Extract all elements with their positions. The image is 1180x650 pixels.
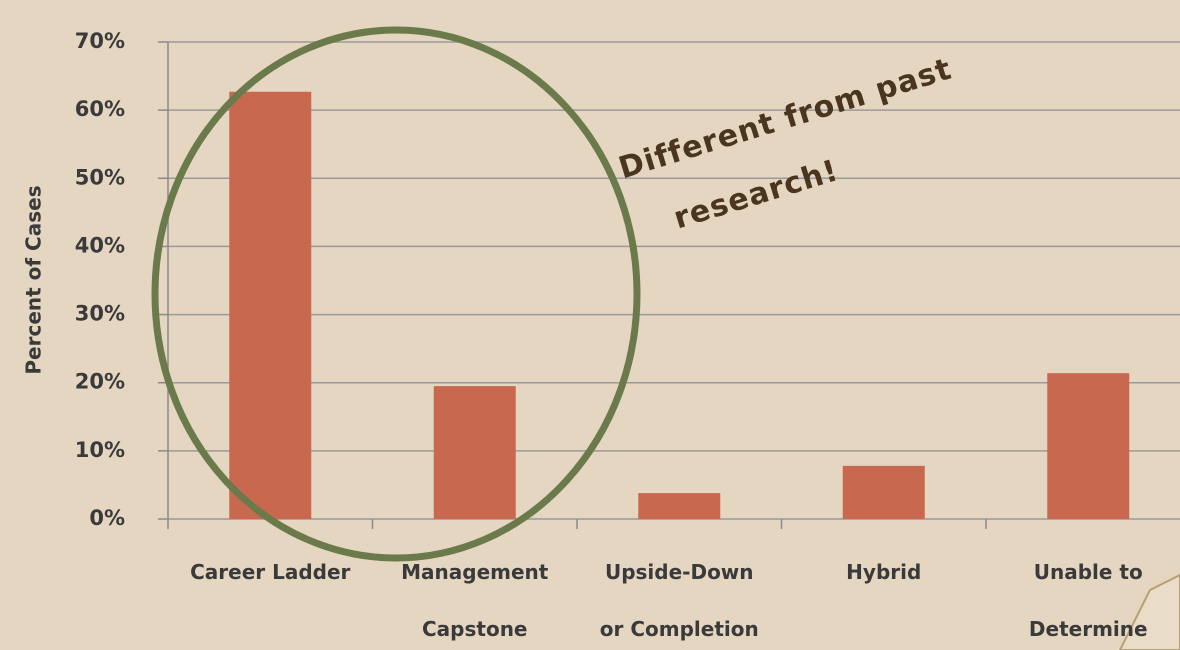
- decoration: [1118, 573, 1180, 650]
- bar: [1047, 373, 1130, 519]
- x-tick-label: Career Ladder: [190, 560, 350, 584]
- y-tick-label: 50%: [75, 165, 125, 189]
- x-tick-label: Upside-Down or Completion: [600, 560, 759, 641]
- y-tick-label: 20%: [75, 370, 125, 394]
- y-tick-label: 40%: [75, 233, 125, 257]
- x-tick-label: Management Capstone: [401, 560, 549, 641]
- y-tick-label: 0%: [89, 506, 125, 530]
- x-tick-label: Unable to Determine: [1029, 560, 1148, 641]
- x-tick-label: Hybrid: [846, 560, 921, 584]
- bar: [433, 386, 516, 519]
- y-axis-label: Percent of Cases: [22, 185, 46, 374]
- y-tick-label: 70%: [75, 29, 125, 53]
- bar: [638, 493, 721, 519]
- y-tick-label: 30%: [75, 302, 125, 326]
- y-tick-label: 60%: [75, 97, 125, 121]
- bar: [842, 465, 925, 519]
- bar: [229, 91, 312, 519]
- highlight-circle: [151, 26, 641, 562]
- y-tick-label: 10%: [75, 438, 125, 462]
